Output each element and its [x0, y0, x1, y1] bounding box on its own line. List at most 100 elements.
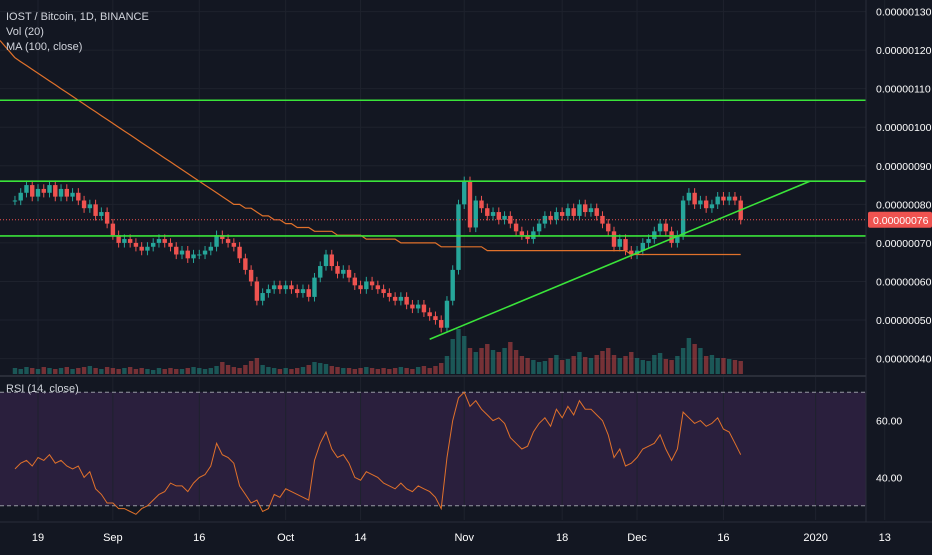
- volume-bar: [421, 366, 427, 374]
- candle-body: [76, 192, 81, 201]
- volume-bar: [577, 352, 582, 374]
- candle-body: [237, 246, 242, 259]
- rsi-axis[interactable]: 60.00 40.00: [876, 416, 902, 485]
- ma-line: [0, 40, 741, 256]
- candle-body: [617, 239, 622, 247]
- candle-body: [444, 300, 450, 328]
- candle-body: [231, 242, 237, 247]
- volume-legend[interactable]: Vol (20): [6, 26, 44, 38]
- volume-bar: [387, 369, 392, 374]
- time-tick-label: Sep: [103, 532, 123, 544]
- candle-body: [323, 254, 329, 267]
- volume-bar: [496, 352, 501, 374]
- candle-body: [289, 285, 294, 290]
- ma-legend[interactable]: MA (100, close): [6, 41, 82, 53]
- volume-bar: [646, 361, 651, 374]
- candle-body: [485, 208, 490, 216]
- volume-bar: [266, 367, 271, 374]
- candle-body: [669, 231, 674, 243]
- rsi-legend[interactable]: RSI (14, close): [6, 383, 79, 395]
- candle-body: [18, 192, 23, 201]
- candle-body: [513, 223, 519, 232]
- candle-body: [727, 196, 732, 201]
- volume-bar: [519, 356, 525, 374]
- volume-bar: [467, 348, 473, 374]
- volume-bar: [375, 369, 381, 374]
- volume-bar: [191, 367, 196, 374]
- volume-bar: [686, 338, 692, 374]
- volume-bar: [554, 355, 559, 374]
- time-tick-label: 16: [717, 532, 729, 544]
- candle-body: [404, 296, 409, 305]
- volume-bar: [680, 348, 686, 374]
- price-tick-label: 0.00000080: [876, 199, 932, 211]
- symbol-title[interactable]: IOST / Bitcoin, 1D, BINANCE: [6, 11, 149, 23]
- candle-body: [58, 188, 64, 197]
- time-tick-label: 19: [32, 532, 44, 544]
- volume-bar: [243, 365, 248, 374]
- time-tick-label: 16: [193, 532, 205, 544]
- candle-body: [197, 254, 202, 256]
- candle-body: [110, 223, 116, 236]
- candle-body: [30, 185, 35, 197]
- volume-bar: [127, 367, 133, 374]
- volume-bar: [346, 368, 352, 374]
- candle-body: [548, 215, 553, 220]
- volume-bar: [174, 369, 179, 374]
- volume-bar: [611, 355, 617, 374]
- rsi-pane[interactable]: [0, 391, 866, 515]
- candle-body: [554, 212, 559, 220]
- price-axis[interactable]: 0.00000130 0.00000120 0.00000110 0.00000100…: [876, 7, 932, 366]
- candle-body: [502, 215, 507, 220]
- volume-bar: [323, 364, 329, 374]
- volume-bar: [358, 368, 363, 374]
- candles[interactable]: [12, 176, 743, 333]
- price-tick-label: 0.00000070: [876, 238, 932, 250]
- price-tick-label: 0.00000050: [876, 315, 932, 327]
- volume-bar: [110, 368, 116, 374]
- volume-bar: [318, 363, 323, 374]
- candle-body: [318, 266, 323, 278]
- candle-body: [698, 200, 703, 205]
- candle-body: [174, 246, 179, 255]
- volume-bar: [214, 366, 219, 374]
- volume-bar: [502, 348, 507, 374]
- volume-bar: [81, 367, 87, 374]
- volume-bar: [30, 368, 35, 374]
- candle-body: [646, 239, 651, 243]
- volume-bar: [168, 368, 173, 374]
- volume-bar: [260, 365, 265, 374]
- candle-body: [519, 231, 525, 236]
- time-axis[interactable]: 19 Sep 16 Oct 14 Nov 18 Dec 16 2020 13: [32, 532, 891, 544]
- candle-body: [122, 239, 127, 243]
- volume-bar: [352, 369, 357, 374]
- candle-body: [191, 254, 196, 259]
- candle-body: [680, 200, 686, 236]
- candle-body: [392, 296, 398, 301]
- candle-body: [87, 204, 93, 209]
- volume-bar: [47, 368, 52, 374]
- candle-body: [364, 281, 369, 290]
- volume-bar: [271, 368, 277, 374]
- volume-bar: [220, 362, 225, 374]
- volume-bar: [93, 368, 98, 374]
- volume-bar: [738, 361, 743, 374]
- candle-body: [151, 242, 156, 247]
- volume-bar: [600, 351, 605, 374]
- volume-bar: [433, 366, 438, 374]
- volume-bar: [450, 339, 455, 374]
- candle-body: [479, 200, 484, 209]
- candle-body: [99, 212, 104, 216]
- trend-line[interactable]: [429, 180, 811, 341]
- candle-body: [277, 285, 283, 290]
- candle-body: [439, 320, 444, 328]
- candle-body: [335, 266, 340, 274]
- volume-bar: [104, 367, 110, 374]
- candle-body: [583, 204, 588, 213]
- drawings[interactable]: [0, 99, 866, 341]
- volume-bar: [548, 358, 553, 374]
- volume-bar: [732, 360, 738, 374]
- candle-body: [104, 212, 110, 224]
